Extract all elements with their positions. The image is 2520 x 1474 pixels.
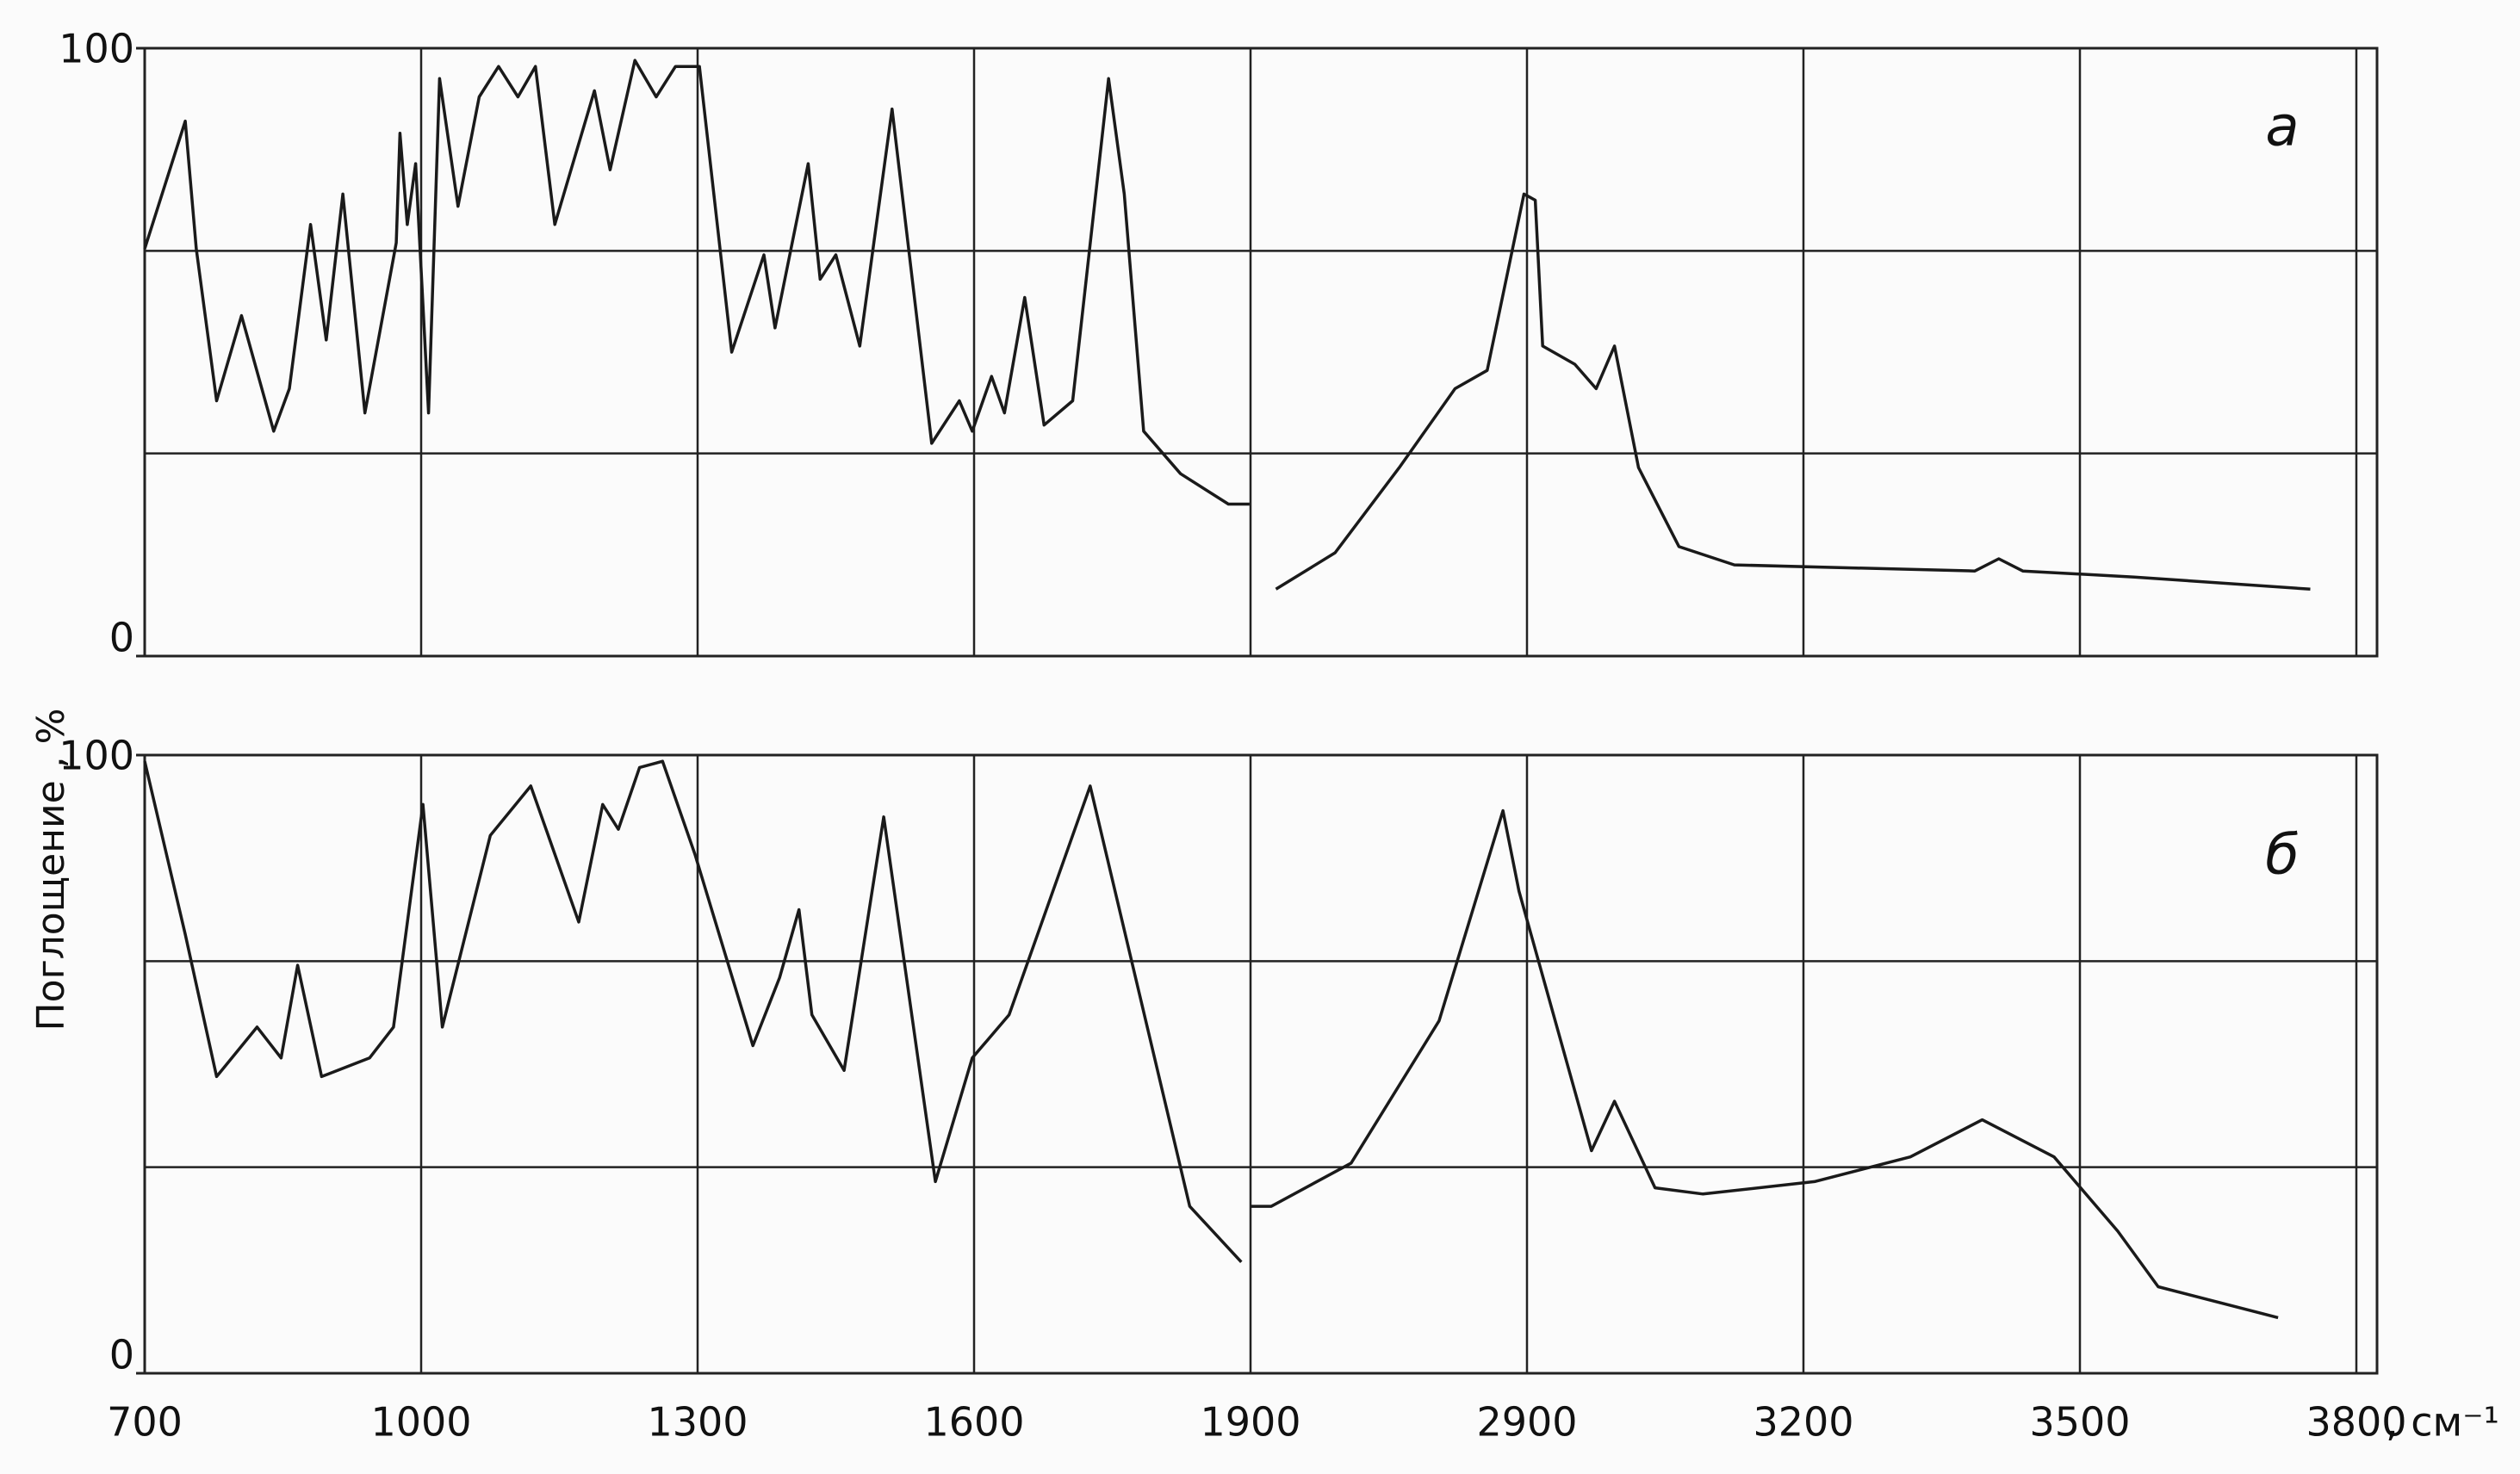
y-tick-label: 100 [59,26,134,72]
y-tick-label: 0 [109,615,134,661]
x-axis-label: , см⁻¹ [2386,1399,2499,1446]
y-axis-label: Поглощение , % [29,709,73,1031]
panel-frame [143,46,2379,658]
spectrum-line [143,59,2311,591]
x-tick-label: 3200 [1753,1399,1853,1446]
x-tick-label: 1600 [923,1399,1024,1446]
x-tick-label: 1000 [370,1399,471,1446]
panel-label: а [2265,96,2299,159]
x-tick-label: 2900 [1476,1399,1577,1446]
panel-label: б [2265,824,2299,888]
x-tick-label: 3800 [2306,1399,2406,1446]
y-tick-label: 0 [109,1332,134,1378]
spectrum-line [143,759,2279,1320]
x-tick-label: 3500 [2029,1399,2130,1446]
panel-frame [143,753,2379,1375]
x-tick-label: 1900 [1200,1399,1300,1446]
y-tick-label: 100 [59,733,134,779]
x-tick-label: 700 [107,1399,183,1446]
x-tick-label: 1300 [647,1399,748,1446]
